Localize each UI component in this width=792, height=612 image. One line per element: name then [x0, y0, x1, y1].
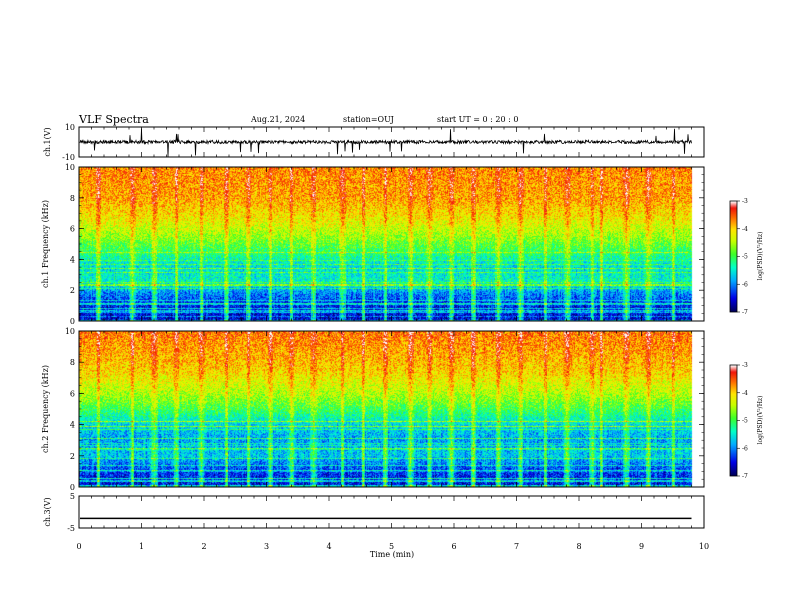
ch2-colorbar-ticks: -3 -4 -5 -6 -7	[737, 362, 748, 480]
x-tick-label: 5	[389, 542, 394, 551]
ch3-waveform-ticks	[78, 496, 705, 528]
y-tick-label: 6	[70, 389, 75, 398]
ch2-colorbar-image	[730, 365, 737, 476]
ch1-waveform-ylabel: ch.1(V)	[43, 127, 52, 156]
colorbar-tick-label: -3	[742, 362, 748, 369]
y-tick-label: 6	[70, 225, 75, 234]
ch1-freq-ticks: 0 2 4 6 8 10	[65, 163, 704, 326]
ch1-waveform-line	[79, 128, 692, 157]
time-axis-title: Time (min)	[370, 550, 414, 559]
x-tick-label: 0	[76, 542, 81, 551]
ch1-ytick-bottom: -10	[62, 153, 75, 162]
x-tick-label: 4	[326, 542, 331, 551]
y-tick-label: 10	[65, 327, 75, 336]
ch2-spectrogram-image	[79, 331, 704, 487]
x-tick-label: 2	[201, 542, 206, 551]
ch2-colorbar-label: log(PSD)(V²/Hz)	[757, 396, 764, 445]
colorbar-tick-label: -7	[742, 473, 748, 480]
y-tick-label: 8	[70, 358, 75, 367]
figure-title: VLF Spectra	[78, 113, 149, 126]
x-tick-label: 10	[699, 542, 709, 551]
x-tick-label: 6	[451, 542, 456, 551]
ch1-ylabel: ch.1 Frequency (kHz)	[41, 200, 50, 288]
y-tick-label: 4	[70, 255, 75, 264]
colorbar-tick-label: -5	[742, 418, 748, 425]
y-tick-label: 10	[65, 163, 75, 172]
y-tick-label: 2	[70, 452, 75, 461]
ch2-spectrogram-ticks	[78, 331, 705, 487]
date-label: Aug.21, 2024	[250, 115, 305, 124]
ch1-spectrogram-ticks	[78, 167, 705, 321]
ch2-ylabel: ch.2 Frequency (kHz)	[41, 365, 50, 453]
ch3-waveform-ylabel: ch.3(V)	[43, 497, 52, 526]
ch1-channel-label: ch.1 Frequency (kHz)	[41, 200, 50, 288]
y-tick-label: 4	[70, 421, 75, 430]
ch3-waveform-panel: 5 -5 ch.3(V)	[43, 492, 705, 533]
x-tick-label: 1	[139, 542, 144, 551]
ch1-colorbar-label: log(PSD)(V²/Hz)	[757, 232, 764, 281]
y-tick-label: 8	[70, 194, 75, 203]
x-tick-label: 3	[264, 542, 269, 551]
ch1-colorbar-ticks: -3 -4 -5 -6 -7	[737, 198, 748, 316]
ch2-freq-ticks: 0 2 4 6 8 10	[65, 327, 704, 492]
colorbar-tick-label: -3	[742, 198, 748, 205]
time-axis-labels: 0 1 2 3 4 5 6 7 8 9 10	[76, 542, 709, 551]
station-label: station=OUJ	[343, 115, 394, 124]
x-tick-label: 7	[514, 542, 519, 551]
ch3-ytick-bottom: -5	[67, 524, 75, 533]
y-tick-label: 0	[70, 317, 75, 326]
colorbar-tick-label: -5	[742, 254, 748, 261]
ch1-colorbar-image	[730, 201, 737, 312]
ch3-ytick-top: 5	[70, 492, 75, 501]
colorbar-tick-label: -6	[742, 281, 748, 288]
ch2-channel-label: ch.2 Frequency (kHz)	[41, 365, 50, 453]
ch1-spectrogram-image	[79, 167, 704, 321]
colorbar-tick-label: -7	[742, 309, 748, 316]
colorbar-tick-label: -6	[742, 445, 748, 452]
y-tick-label: 2	[70, 286, 75, 295]
ch1-waveform-panel: 10 -10 ch.1(V)	[43, 123, 705, 162]
colorbar-tick-label: -4	[742, 226, 748, 233]
start-time-label: start UT = 0 : 20 : 0	[437, 115, 518, 124]
ch1-ytick-top: 10	[65, 123, 75, 132]
x-tick-label: 9	[639, 542, 644, 551]
y-tick-label: 0	[70, 483, 75, 492]
ch1-waveform-ticks	[78, 127, 705, 157]
x-tick-label: 8	[576, 542, 581, 551]
colorbar-tick-label: -4	[742, 390, 748, 397]
